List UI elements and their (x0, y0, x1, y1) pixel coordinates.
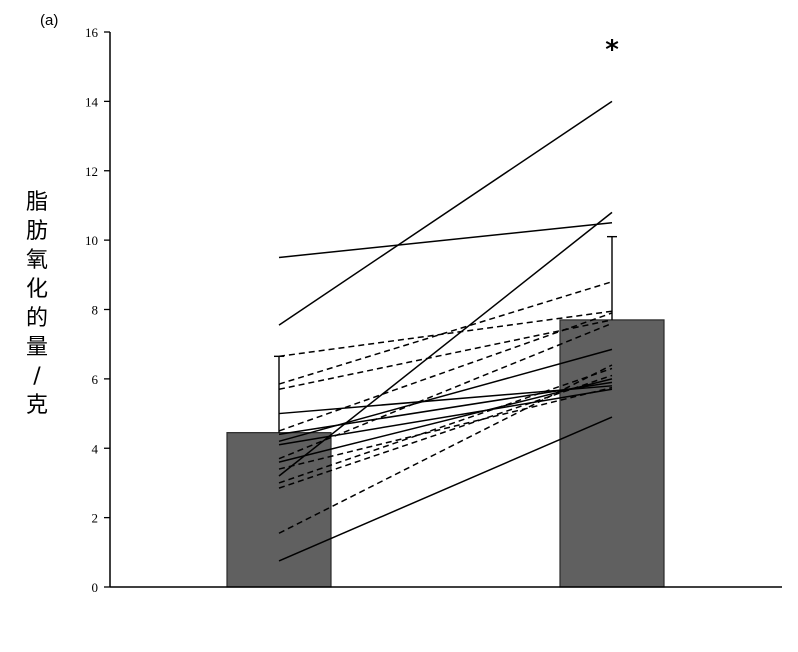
error-bar-group (274, 235, 617, 433)
individual-line-10 (278, 281, 613, 385)
individual-line-2 (278, 211, 613, 477)
individual-lines-group (278, 100, 613, 562)
bar-0 (226, 432, 332, 588)
individual-line-7 (278, 416, 613, 562)
y-tick-label-8: 16 (85, 25, 99, 40)
individual-line-0 (278, 222, 613, 259)
y-axis-ticks: 0 2 4 6 8 10 12 14 16 (85, 25, 110, 595)
y-tick-label-3: 6 (92, 372, 99, 387)
individual-line-5 (278, 381, 613, 436)
y-tick-label-0: 0 (92, 580, 99, 595)
individual-line-16 (278, 386, 613, 470)
individual-line-1 (278, 100, 613, 326)
y-tick-label-2: 4 (92, 441, 99, 456)
y-axis-label-char-5: 量 (25, 335, 48, 360)
significance-marker: * (605, 35, 619, 65)
y-axis-label-char-1: 肪 (25, 219, 48, 244)
y-axis-label-char-7: 克 (25, 393, 48, 418)
y-axis-label-char-3: 化 (25, 277, 48, 302)
y-tick-label-4: 8 (92, 303, 99, 318)
y-tick-label-6: 12 (85, 164, 98, 179)
panel-label: (a) (40, 12, 59, 29)
individual-line-12 (278, 312, 613, 432)
y-tick-label-5: 10 (85, 233, 98, 248)
individual-line-15 (278, 374, 613, 489)
individual-line-11 (278, 319, 613, 391)
significance-group: * (605, 35, 619, 65)
y-axis-label-char-6: / (33, 364, 41, 389)
individual-line-9 (278, 310, 613, 358)
individual-line-14 (278, 367, 613, 484)
y-tick-label-7: 14 (85, 94, 99, 109)
y-axis-label: 脂肪氧化的量 / 克 (22, 188, 52, 420)
y-tick-label-1: 2 (92, 511, 99, 526)
y-axis-label-char-0: 脂 (25, 190, 48, 215)
individual-line-17 (278, 364, 613, 534)
y-axis-label-char-4: 的 (25, 306, 48, 331)
y-axis-label-char-2: 氧 (25, 248, 48, 273)
